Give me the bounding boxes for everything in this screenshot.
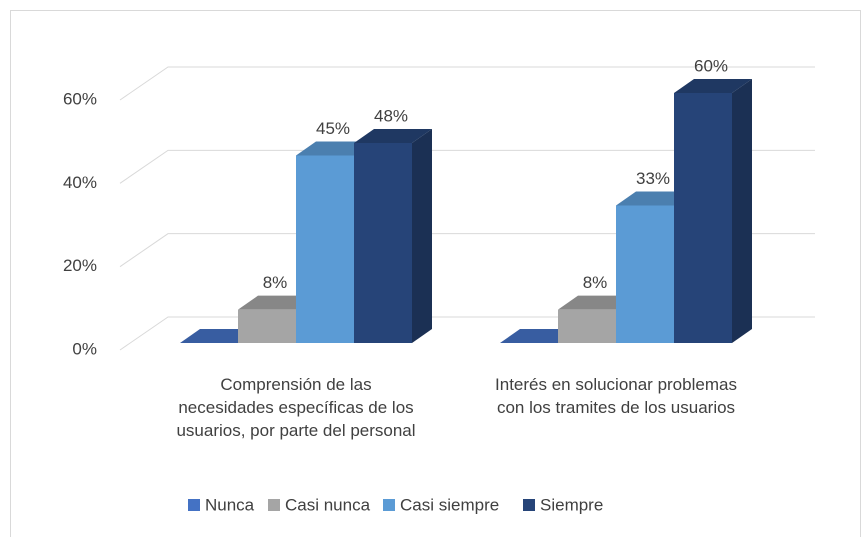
legend-label: Casi siempre — [400, 495, 499, 514]
value-label: 60% — [694, 56, 728, 75]
legend-label: Casi nunca — [285, 495, 371, 514]
grid-line — [119, 149, 815, 184]
y-tick-label: 0% — [72, 339, 97, 358]
bar-side — [732, 79, 752, 343]
value-label: 8% — [263, 273, 288, 292]
bar — [616, 205, 674, 343]
bar — [354, 143, 412, 343]
value-label: 33% — [636, 169, 670, 188]
legend-swatch — [188, 499, 200, 511]
x-tick-label: Comprensión de las necesidades específic… — [176, 375, 416, 440]
y-tick-label: 60% — [63, 89, 97, 108]
legend-label: Nunca — [205, 495, 255, 514]
value-label: 8% — [583, 273, 608, 292]
y-tick-label: 40% — [63, 173, 97, 192]
x-tick-label: Interés en solucionar problemas con los … — [495, 375, 737, 417]
grid-line — [119, 66, 815, 101]
legend-label: Siempre — [540, 495, 603, 514]
bar — [558, 309, 616, 343]
legend-swatch — [383, 499, 395, 511]
value-label: 45% — [316, 119, 350, 138]
bar-top — [354, 129, 432, 143]
legend-swatch — [268, 499, 280, 511]
bar — [674, 93, 732, 343]
bar — [296, 155, 354, 343]
bar — [238, 309, 296, 343]
value-label: 48% — [374, 106, 408, 125]
bar-side — [412, 129, 432, 343]
bar-top — [674, 79, 752, 93]
chart-border — [10, 10, 861, 537]
grid-line — [119, 233, 815, 268]
y-tick-label: 20% — [63, 256, 97, 275]
legend-swatch — [523, 499, 535, 511]
